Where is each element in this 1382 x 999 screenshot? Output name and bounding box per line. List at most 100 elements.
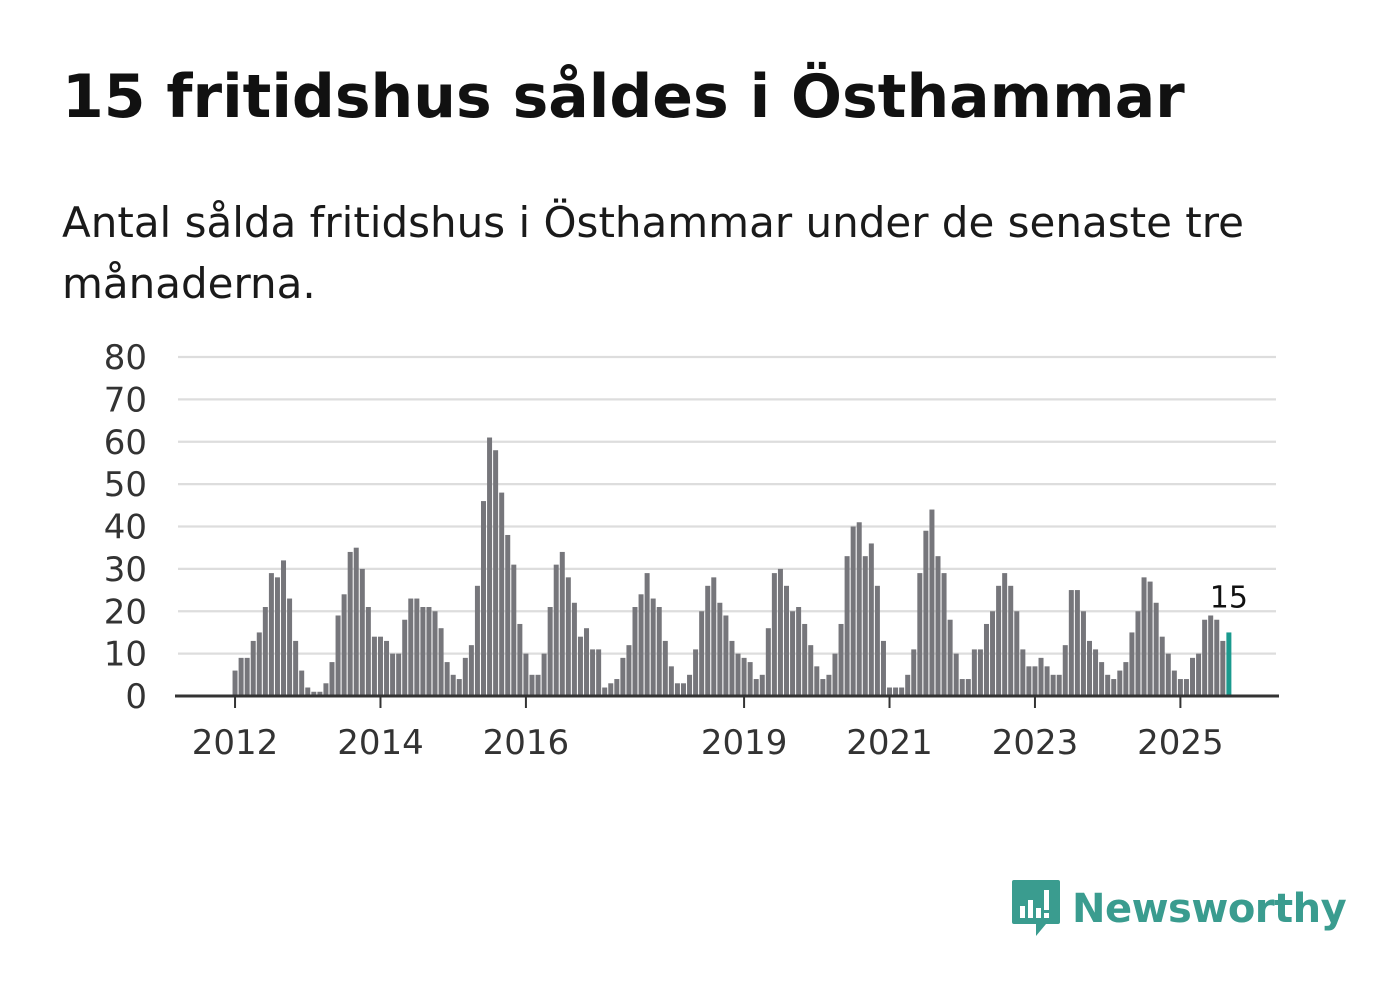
bar xyxy=(1002,573,1008,696)
bars xyxy=(232,437,1232,697)
bar xyxy=(983,623,989,696)
bar xyxy=(1202,619,1208,696)
bar xyxy=(541,653,547,697)
bar xyxy=(832,653,838,697)
bar xyxy=(802,623,808,696)
bar xyxy=(438,628,444,696)
bar xyxy=(880,640,886,696)
bar xyxy=(844,556,850,696)
bar xyxy=(1208,615,1214,696)
bar xyxy=(1026,666,1032,696)
bar xyxy=(1038,657,1044,696)
x-tick-label: 2019 xyxy=(701,723,788,763)
x-tick-label: 2025 xyxy=(1137,723,1224,763)
bar xyxy=(1177,679,1183,696)
bar xyxy=(571,602,577,696)
bar xyxy=(565,577,571,696)
bar xyxy=(596,649,602,696)
highlight-value-label: 15 xyxy=(1210,580,1248,615)
bar xyxy=(765,628,771,696)
bar xyxy=(293,640,299,696)
y-tick-label: 50 xyxy=(104,465,147,505)
bar xyxy=(856,522,862,696)
bar xyxy=(323,683,329,696)
bar xyxy=(250,640,256,696)
bar xyxy=(917,573,923,696)
bar xyxy=(723,615,729,696)
x-tick-label: 2021 xyxy=(846,723,933,763)
bar xyxy=(947,619,953,696)
bar xyxy=(1153,602,1159,696)
bar xyxy=(862,556,868,696)
bar xyxy=(450,674,456,696)
bar xyxy=(462,657,468,696)
bar xyxy=(1129,632,1135,696)
bar-highlight xyxy=(1226,632,1232,696)
bar xyxy=(1183,679,1189,696)
bar xyxy=(693,649,699,696)
bar xyxy=(329,662,335,696)
bar xyxy=(887,687,893,696)
bar xyxy=(1196,653,1202,697)
bar xyxy=(632,607,638,696)
bar xyxy=(1214,619,1220,696)
bar xyxy=(547,607,553,696)
bar xyxy=(784,585,789,696)
bar xyxy=(602,687,608,696)
chart-subtitle: Antal sålda fritidshus i Östhammar under… xyxy=(62,198,1244,308)
bar xyxy=(529,674,535,696)
bar xyxy=(790,611,796,696)
bar xyxy=(644,573,650,696)
bar xyxy=(668,666,674,696)
bar xyxy=(614,679,620,696)
bar xyxy=(1171,670,1177,696)
bar xyxy=(905,674,911,696)
bar xyxy=(1014,611,1020,696)
bar xyxy=(656,607,662,696)
bar xyxy=(874,585,880,696)
bar xyxy=(911,649,917,696)
bar xyxy=(699,611,705,696)
y-tick-label: 20 xyxy=(104,592,147,632)
bar xyxy=(923,530,929,696)
bar xyxy=(590,649,596,696)
bar xyxy=(577,636,583,696)
bar xyxy=(850,526,856,696)
y-tick-label: 60 xyxy=(104,423,147,463)
bar xyxy=(287,598,293,696)
bar xyxy=(741,657,747,696)
bar xyxy=(1165,653,1171,697)
bar xyxy=(499,492,505,696)
bar xyxy=(808,645,814,696)
bar xyxy=(826,674,832,696)
bar xyxy=(559,551,565,696)
y-tick-label: 80 xyxy=(104,338,147,378)
bar xyxy=(371,636,377,696)
bar xyxy=(1093,649,1099,696)
bar xyxy=(408,598,414,696)
bar xyxy=(1074,590,1080,696)
bar xyxy=(317,691,323,696)
bar xyxy=(953,653,959,697)
bar xyxy=(474,585,480,696)
bar xyxy=(935,556,941,696)
bar xyxy=(971,649,977,696)
bar xyxy=(1087,640,1092,696)
bar xyxy=(377,636,383,696)
bar xyxy=(965,679,971,696)
bar xyxy=(232,670,238,696)
x-tick-label: 2016 xyxy=(483,723,570,763)
bar xyxy=(384,640,390,696)
bar xyxy=(1123,662,1129,696)
data-labels: 15 xyxy=(1210,580,1248,615)
bar xyxy=(959,679,965,696)
bar xyxy=(481,501,486,696)
bar xyxy=(996,585,1002,696)
bar xyxy=(353,547,359,696)
newsworthy-logo-icon xyxy=(1012,880,1060,936)
bar xyxy=(717,602,723,696)
x-tick-label: 2014 xyxy=(337,723,424,763)
bar xyxy=(868,543,874,696)
bar xyxy=(268,573,274,696)
bar xyxy=(1105,674,1111,696)
